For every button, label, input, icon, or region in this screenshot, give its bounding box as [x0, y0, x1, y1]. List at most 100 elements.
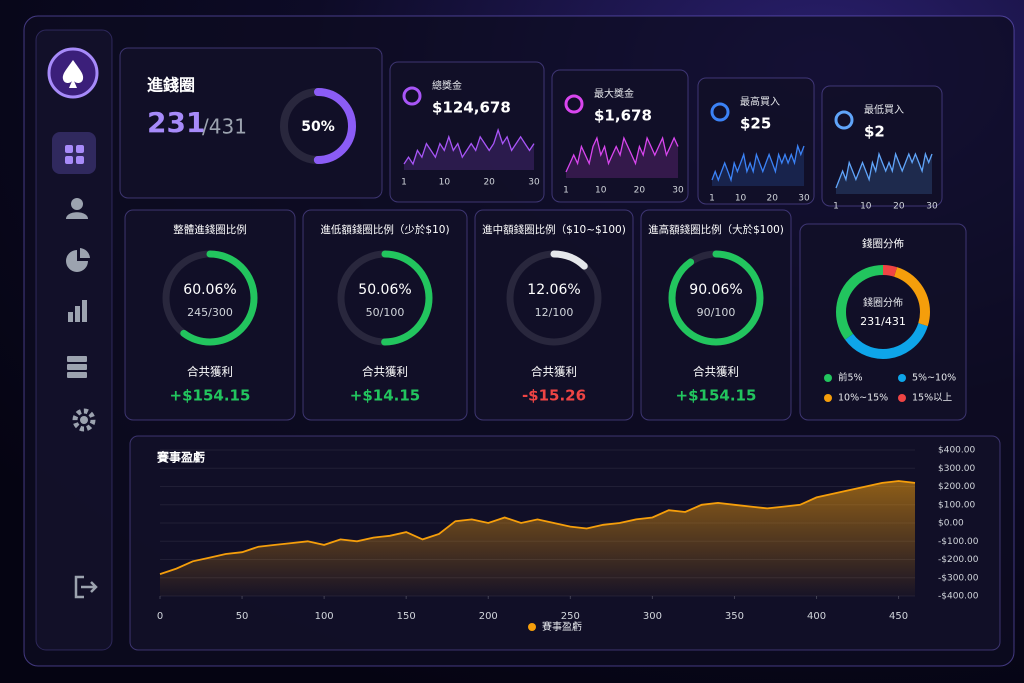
area-line	[159, 480, 916, 575]
sparkline-tick-label: 30	[798, 194, 810, 204]
sparkline	[835, 151, 933, 189]
distribution-title: 錢圈分佈	[862, 237, 904, 250]
sparkline-tick-label: 1	[709, 194, 715, 204]
ratio-fraction: 245/300	[187, 306, 233, 319]
sparkline	[711, 143, 805, 183]
card	[474, 209, 634, 421]
x-tick-label: 450	[889, 611, 908, 622]
legend-label: 5%~10%	[912, 373, 956, 384]
ratio-title: 進低額錢圈比例（少於$10)	[320, 223, 449, 236]
icon-logout[interactable]	[74, 575, 98, 599]
stat-value: $1,678	[594, 107, 652, 125]
sparkline-tick-label: 20	[634, 186, 646, 196]
stat-icon	[402, 86, 422, 106]
ratio-title: 進中額錢圈比例（$10~$100)	[482, 223, 626, 236]
legend-label: 10%~15%	[838, 393, 888, 404]
donut-segment	[836, 265, 930, 359]
profit-label: 合共獲利	[531, 365, 577, 379]
logo-spade	[62, 60, 84, 88]
sparkline-tick-label: 20	[767, 194, 779, 204]
x-tick-label: 300	[643, 611, 662, 622]
x-tick-label: 350	[725, 611, 744, 622]
card	[124, 209, 296, 421]
icon-pie[interactable]	[66, 248, 90, 272]
y-tick-label: $100.00	[938, 500, 975, 510]
sparkline-tick-label: 1	[401, 178, 407, 188]
sparkline-area	[712, 146, 804, 186]
x-tick-label: 150	[397, 611, 416, 622]
y-tick-label: -$400.00	[938, 592, 979, 602]
stat-icon	[564, 94, 584, 114]
ratio-ring	[506, 250, 602, 346]
stat-value: $25	[740, 115, 771, 133]
nav-dashboard-active[interactable]	[52, 132, 96, 174]
icon-user[interactable]	[66, 198, 88, 219]
y-tick-label: $400.00	[938, 446, 975, 456]
sparkline-tick-label: 30	[926, 202, 938, 212]
card	[640, 209, 792, 421]
sparkline-tick-label: 20	[483, 178, 495, 188]
ratio-percent: 90.06%	[689, 282, 742, 298]
y-tick-label: $0.00	[938, 519, 964, 529]
card	[389, 61, 545, 203]
legend-label: 15%以上	[912, 393, 953, 404]
ratio-fraction: 50/100	[366, 306, 405, 319]
summary-title: 進錢圈	[147, 76, 195, 95]
x-tick-label: 100	[315, 611, 334, 622]
progress-label: 50%	[301, 119, 335, 135]
y-tick-label: -$300.00	[938, 573, 979, 583]
sparkline-area	[404, 130, 534, 170]
sparkline-tick-label: 30	[672, 186, 684, 196]
sidebar	[35, 29, 113, 651]
y-tick-label: -$200.00	[938, 555, 979, 565]
stat-icon	[834, 110, 854, 130]
legend-dot	[898, 394, 906, 402]
sparkline-area	[836, 154, 932, 194]
legend-label: 賽事盈虧	[542, 620, 582, 633]
icon-settings[interactable]	[72, 408, 96, 432]
icon-dashboard	[65, 145, 84, 164]
ratio-percent: 12.06%	[527, 282, 580, 298]
progress-ring	[280, 88, 356, 164]
sparkline-tick-label: 10	[735, 194, 747, 204]
x-tick-label: 400	[807, 611, 826, 622]
icon-stats[interactable]	[68, 300, 87, 322]
ratio-percent: 50.06%	[358, 282, 411, 298]
profit-value: +$154.15	[676, 387, 757, 405]
sparkline-tick-label: 20	[893, 202, 905, 212]
sparkline-tick-label: 10	[595, 186, 607, 196]
summary-total: /431	[202, 115, 247, 139]
stat-value: $124,678	[432, 99, 511, 117]
sparkline	[565, 135, 679, 173]
stat-label: 最大獎金	[594, 87, 634, 100]
legend-dot	[824, 374, 832, 382]
profit-label: 合共獲利	[693, 365, 739, 379]
stat-label: 最低買入	[864, 103, 904, 116]
ratio-ring	[162, 250, 258, 346]
profit-value: +$14.15	[350, 387, 420, 405]
y-tick-label: $200.00	[938, 482, 975, 492]
sparkline-tick-label: 1	[833, 202, 839, 212]
sparkline-tick-label: 10	[439, 178, 451, 188]
x-tick-label: 50	[236, 611, 249, 622]
ratio-fraction: 12/100	[535, 306, 574, 319]
sparkline	[403, 127, 535, 166]
chart-title: 賽事盈虧	[156, 450, 205, 465]
x-tick-label: 250	[561, 611, 580, 622]
ratio-fraction: 90/100	[697, 306, 736, 319]
card	[799, 223, 967, 421]
x-tick-label: 0	[157, 611, 163, 622]
card	[302, 209, 468, 421]
sidebar-panel	[35, 29, 113, 651]
legend-dot	[528, 623, 536, 631]
ratio-ring	[668, 250, 764, 346]
stat-value: $2	[864, 123, 885, 141]
sparkline-tick-label: 1	[563, 186, 569, 196]
ratio-ring	[337, 250, 433, 346]
summary-count: 231	[147, 106, 205, 139]
icon-records[interactable]	[67, 356, 87, 378]
donut-segment	[836, 265, 930, 359]
donut-center-value: 231/431	[860, 315, 906, 328]
y-tick-label: -$100.00	[938, 537, 979, 547]
